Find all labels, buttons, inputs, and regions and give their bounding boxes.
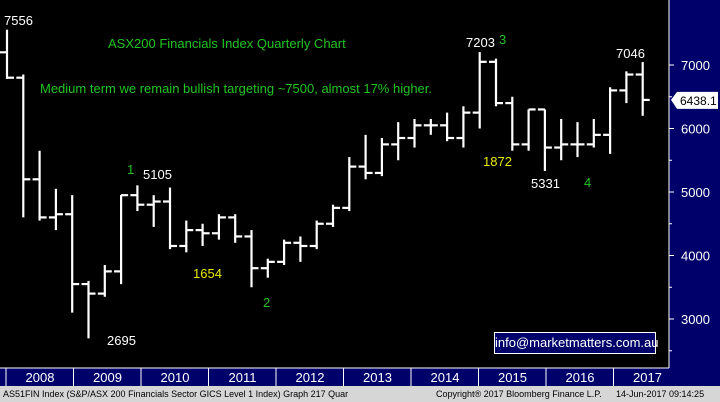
annotation-label: 3 (499, 32, 506, 47)
ohlc-bar (391, 122, 406, 161)
ohlc-bar (195, 223, 210, 246)
x-tick-label: 2017 (633, 370, 662, 385)
ohlc-bar (244, 230, 259, 288)
x-tick-label: 2012 (296, 370, 325, 385)
annotation-label: 1 (127, 162, 134, 177)
y-tick-label: 4000 (681, 249, 710, 264)
ohlc-bar (326, 204, 340, 227)
email-box: info@marketmatters.com.au (494, 332, 658, 354)
ohlc-bar (521, 108, 536, 151)
last-value-tag: 6438.1 (671, 91, 718, 109)
ohlc-bar (342, 157, 357, 212)
annotation-label: 5331 (531, 176, 560, 191)
ohlc-bar (211, 214, 226, 240)
ohlc-bar (505, 96, 520, 151)
ohlc-bar (179, 220, 194, 253)
ohlc-bar (65, 195, 80, 313)
x-tick-label: 2010 (161, 370, 190, 385)
y-axis-panel (669, 0, 720, 386)
annotation-label: 5105 (143, 167, 172, 182)
ohlc-bar (293, 236, 308, 262)
ohlc-bar (146, 195, 161, 227)
x-tick-label: 2014 (431, 370, 460, 385)
footer-date: 14-Jun-2017 09:14:25 (616, 389, 705, 399)
ohlc-bar (260, 258, 275, 278)
ohlc-bar (570, 122, 585, 158)
ohlc-bar (16, 74, 31, 218)
y-tick-label: 5000 (681, 185, 710, 200)
ohlc-bar (619, 71, 634, 104)
x-tick-label: 2016 (566, 370, 595, 385)
footer-copyright: Copyright® 2017 Bloomberg Finance L.P. (436, 389, 602, 399)
ohlc-bar (440, 112, 455, 142)
y-axis-ticks: 3000 4000 5000 6000 7000 (669, 58, 710, 352)
x-tick-label: 2013 (363, 370, 392, 385)
chart-subtitle: Medium term we remain bullish targeting … (40, 81, 432, 96)
footer-index-label: AS51FIN Index (S&P/ASX 200 Financials Se… (3, 389, 349, 399)
y-tick-label: 7000 (681, 58, 710, 73)
ohlc-bar (48, 188, 63, 231)
annotations: 7556 2695 1 5105 1654 2 7203 3 1872 5331 4 7046 (4, 13, 645, 348)
ohlc-bar (228, 214, 243, 243)
ohlc-bar (358, 134, 373, 180)
ohlc-bar (97, 265, 112, 297)
x-tick-label: 2009 (93, 370, 122, 385)
ohlc-bar (277, 239, 292, 266)
ohlc-bar (489, 58, 503, 107)
annotation-label: 7046 (616, 46, 645, 61)
ohlc-bar (0, 29, 14, 79)
ohlc-bar (603, 87, 618, 154)
ohlc-bars (0, 29, 650, 339)
annotation-label: 2 (263, 295, 270, 310)
annotation-label: 1872 (483, 154, 512, 169)
ohlc-bar (374, 138, 389, 177)
annotation-label: 2695 (107, 333, 136, 348)
y-tick-label: 3000 (681, 312, 710, 327)
last-value-label: 6438.1 (680, 94, 717, 108)
ohlc-bar (309, 220, 324, 250)
x-axis-labels: 2008 2009 2010 2011 2012 2013 2014 2015 2016 2017 (5, 368, 662, 386)
ohlc-bar (472, 52, 487, 129)
x-tick-label: 2015 (498, 370, 527, 385)
annotation-label: 4 (584, 175, 591, 190)
y-tick-label: 6000 (681, 122, 710, 137)
ohlc-bar (114, 194, 129, 285)
ohlc-bar (407, 118, 422, 148)
ohlc-bar (130, 185, 145, 212)
annotation-label: 7203 (466, 35, 495, 50)
ohlc-bar (163, 187, 177, 250)
ohlc-bar (81, 280, 96, 339)
ohlc-bar (554, 118, 569, 161)
x-axis-panel (0, 368, 669, 386)
ohlc-bar (456, 106, 471, 148)
ohlc-bar (537, 108, 552, 171)
x-tick-label: 2008 (26, 370, 55, 385)
annotation-label: 1654 (193, 266, 222, 281)
ohlc-bar (635, 62, 650, 116)
ohlc-bar (32, 150, 47, 221)
x-tick-label: 2011 (229, 370, 257, 385)
ohlc-bar (423, 118, 438, 135)
chart-title: ASX200 Financials Index Quarterly Chart (108, 36, 346, 51)
footer-bar: AS51FIN Index (S&P/ASX 200 Financials Se… (0, 386, 720, 402)
ohlc-bar (586, 118, 601, 148)
annotation-label: 7556 (4, 13, 33, 28)
